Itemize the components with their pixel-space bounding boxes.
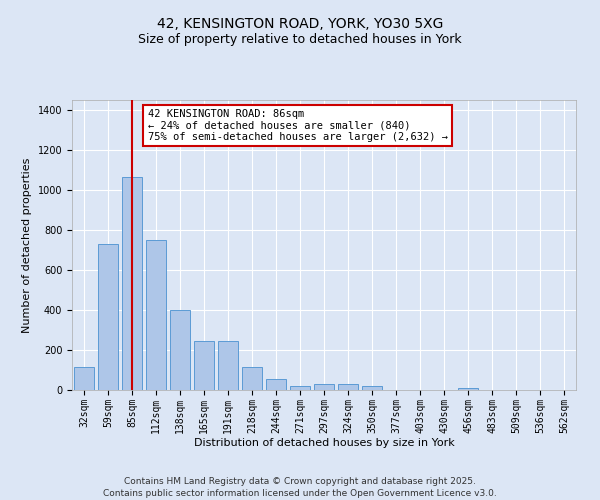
Bar: [146, 240, 166, 390]
Bar: [290, 386, 310, 390]
Bar: [218, 342, 238, 390]
Bar: [170, 310, 190, 390]
Bar: [74, 368, 94, 390]
X-axis label: Distribution of detached houses by size in York: Distribution of detached houses by size …: [194, 438, 454, 448]
Bar: [458, 388, 478, 390]
Bar: [98, 244, 118, 390]
Text: 42, KENSINGTON ROAD, YORK, YO30 5XG: 42, KENSINGTON ROAD, YORK, YO30 5XG: [157, 18, 443, 32]
Text: Contains HM Land Registry data © Crown copyright and database right 2025.
Contai: Contains HM Land Registry data © Crown c…: [103, 476, 497, 498]
Bar: [122, 177, 142, 390]
Bar: [338, 384, 358, 390]
Y-axis label: Number of detached properties: Number of detached properties: [22, 158, 32, 332]
Bar: [362, 386, 382, 390]
Text: Size of property relative to detached houses in York: Size of property relative to detached ho…: [138, 32, 462, 46]
Text: 42 KENSINGTON ROAD: 86sqm
← 24% of detached houses are smaller (840)
75% of semi: 42 KENSINGTON ROAD: 86sqm ← 24% of detac…: [148, 108, 448, 142]
Bar: [314, 384, 334, 390]
Bar: [194, 342, 214, 390]
Bar: [242, 367, 262, 390]
Bar: [266, 379, 286, 390]
